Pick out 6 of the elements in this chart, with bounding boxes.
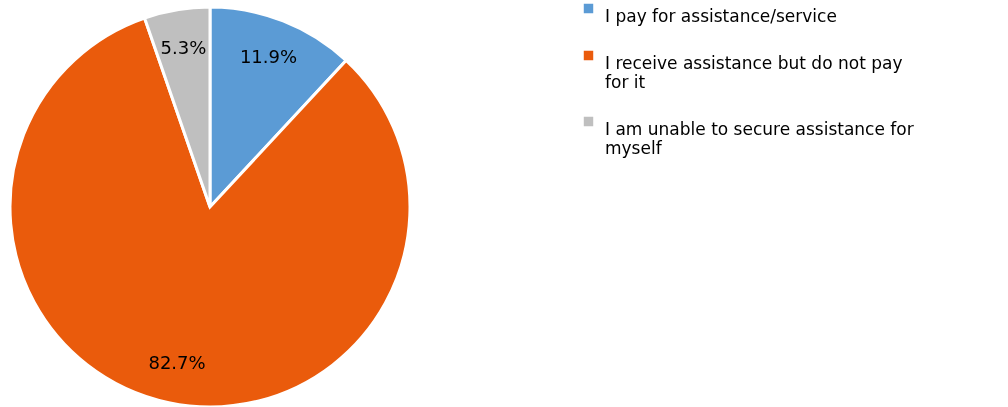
legend-label: I pay for assistance/service (605, 5, 837, 26)
data-label: 5.3% (160, 37, 207, 59)
legend-label: I am unable to secure assistance for myself (605, 118, 914, 158)
data-label: 11.9% (239, 46, 298, 68)
legend-label: I receive assistance but do not pay for it (605, 52, 903, 92)
data-label: 82.7% (148, 351, 206, 373)
